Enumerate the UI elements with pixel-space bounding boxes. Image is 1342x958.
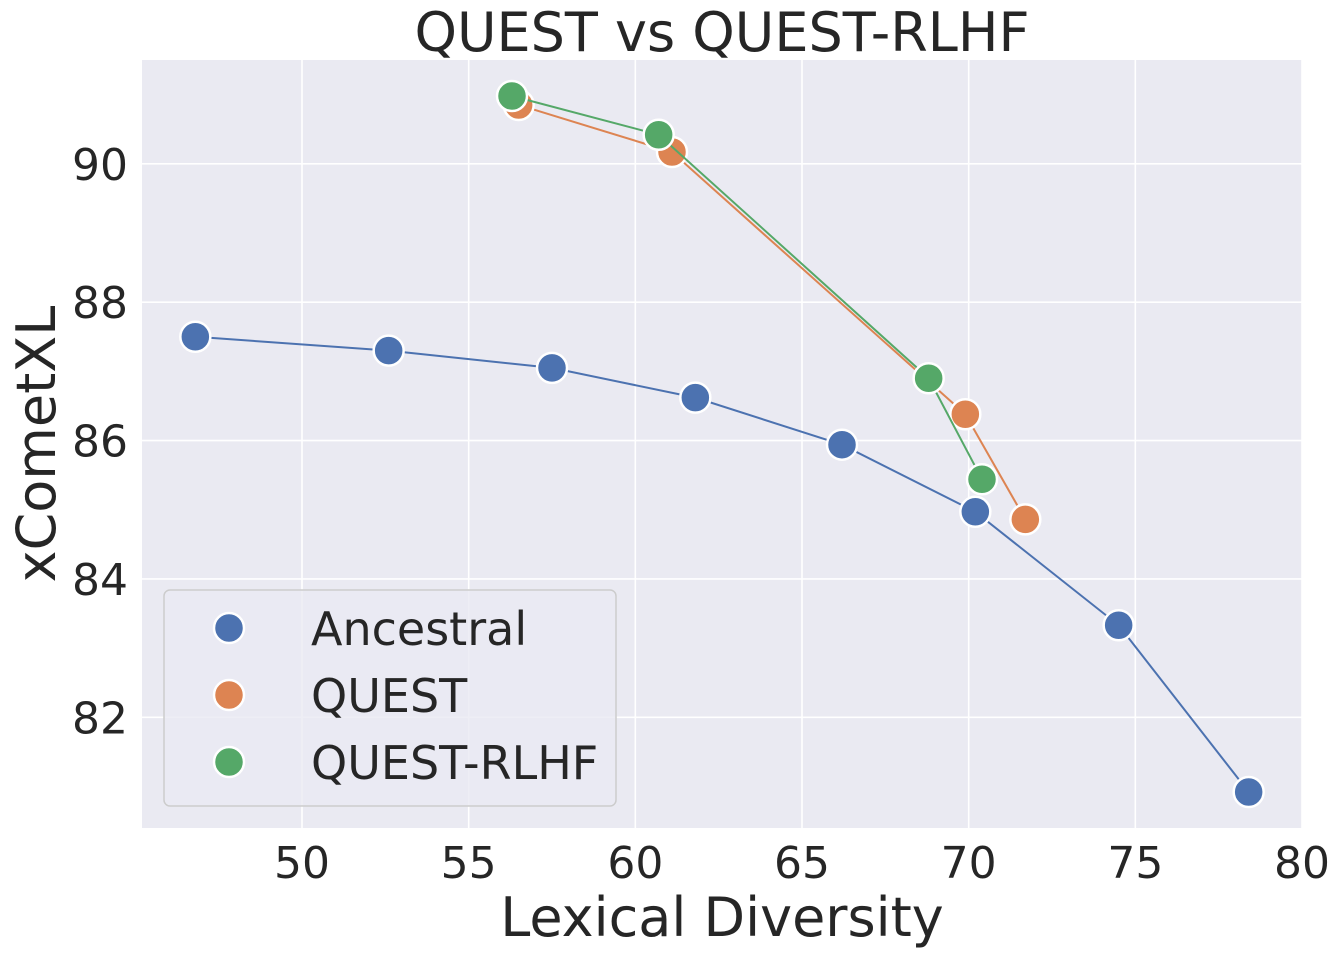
y-axis-label: xCometXL (5, 306, 68, 583)
legend-label-quest-rlhf: QUEST-RLHF (311, 736, 598, 790)
data-point-ancestral (1102, 609, 1135, 642)
data-point-quest-rlhf (642, 118, 675, 151)
series-line-quest (518, 104, 1027, 520)
data-point-ancestral (179, 320, 212, 354)
x-tick-label: 50 (274, 838, 330, 889)
legend-label-ancestral: Ancestral (311, 602, 527, 656)
y-tick-label: 90 (72, 140, 128, 191)
y-tick-label: 84 (72, 555, 128, 606)
x-tick-label: 55 (441, 838, 497, 889)
legend-items: Ancestral QUEST QUEST-RLHF (212, 602, 598, 790)
x-tick-label: 65 (774, 838, 830, 889)
y-tick-label: 86 (72, 417, 128, 468)
data-point-quest-rlhf (912, 362, 945, 395)
data-point-ancestral (959, 495, 992, 529)
x-tick-label: 70 (941, 838, 997, 889)
data-point-quest-rlhf (495, 79, 529, 113)
legend-label-quest: QUEST (311, 669, 468, 723)
series-area (179, 79, 1265, 809)
x-tick-label: 80 (1274, 838, 1330, 889)
tick-labels: 50 55 60 65 70 75 80 82 84 86 88 90 (72, 140, 1330, 889)
x-axis-label: Lexical Diversity (500, 886, 944, 949)
x-tick-label: 60 (607, 838, 663, 889)
chart-title: QUEST vs QUEST-RLHF (414, 1, 1029, 64)
series-line-quest-rlhf (511, 95, 983, 480)
data-point-ancestral (535, 351, 569, 385)
data-point-quest-rlhf (965, 463, 999, 496)
y-tick-label: 88 (72, 278, 128, 329)
series-line-ancestral (195, 335, 1250, 793)
y-tick-label: 82 (72, 693, 128, 744)
data-point-quest (949, 397, 982, 431)
legend: Ancestral QUEST QUEST-RLHF (163, 589, 617, 807)
data-point-ancestral (372, 334, 405, 367)
data-point-ancestral (679, 381, 712, 414)
legend-marker-ancestral (212, 611, 246, 645)
data-point-ancestral (1232, 775, 1265, 809)
data-point-ancestral (825, 428, 859, 461)
data-point-quest (1009, 503, 1042, 536)
x-tick-label: 75 (1107, 838, 1163, 889)
legend-box (163, 589, 617, 807)
legend-marker-quest-rlhf (212, 745, 246, 779)
legend-marker-quest (212, 678, 246, 712)
